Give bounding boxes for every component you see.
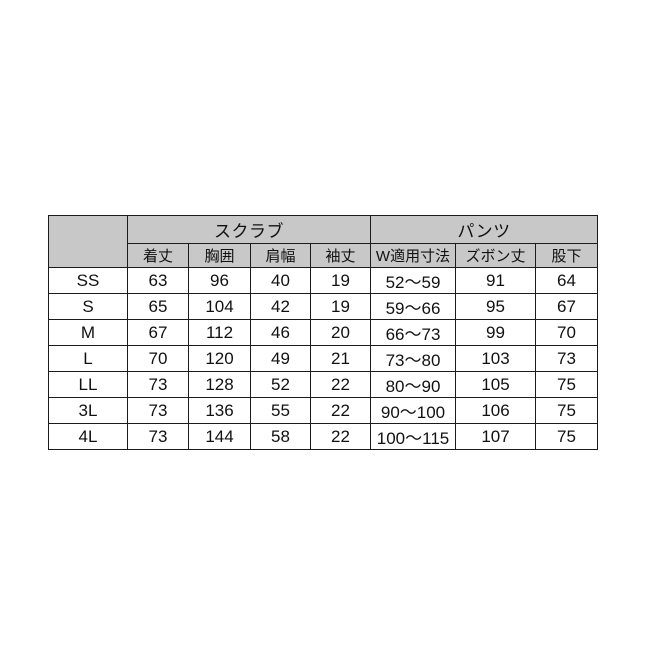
cell-w-sunpou: 90〜100 [370, 397, 456, 424]
cell-matashita: 70 [534, 319, 599, 346]
size-chart-table: スクラブ パンツ 着丈 胸囲 肩幅 袖丈 W適用寸法 ズボン丈 股下 SS 63… [48, 215, 599, 450]
cell-w-sunpou: 100〜115 [370, 423, 456, 450]
cell-w-sunpou: 52〜59 [370, 267, 456, 294]
column-header-katahaba: 肩幅 [250, 243, 311, 268]
cell-kitake: 73 [127, 371, 189, 398]
table-row: 3L 73 136 55 22 90〜100 106 75 [48, 397, 599, 424]
cell-sodetake: 19 [310, 293, 371, 320]
cell-katahaba: 52 [250, 371, 311, 398]
corner-cell [48, 215, 128, 268]
cell-katahaba: 42 [250, 293, 311, 320]
column-header-zubon-take: ズボン丈 [455, 243, 536, 268]
table-row: L 70 120 49 21 73〜80 103 73 [48, 345, 599, 372]
cell-muneibo: 96 [188, 267, 251, 294]
cell-muneibo: 136 [188, 397, 251, 424]
cell-sodetake: 22 [310, 423, 371, 450]
cell-matashita: 67 [534, 293, 599, 320]
size-chart-body: SS 63 96 40 19 52〜59 91 64 S 65 104 42 1… [48, 267, 599, 450]
cell-zubon-take: 103 [455, 345, 536, 372]
size-label: S [48, 293, 128, 320]
cell-kitake: 67 [127, 319, 189, 346]
cell-katahaba: 55 [250, 397, 311, 424]
group-header-pants: パンツ [369, 215, 599, 244]
table-row: 4L 73 144 58 22 100〜115 107 75 [48, 423, 599, 450]
column-header-kitake: 着丈 [127, 243, 189, 268]
column-header-row: 着丈 胸囲 肩幅 袖丈 W適用寸法 ズボン丈 股下 [49, 243, 599, 268]
cell-muneibo: 128 [188, 371, 251, 398]
cell-kitake: 73 [127, 397, 189, 424]
cell-muneibo: 120 [188, 345, 251, 372]
cell-katahaba: 46 [250, 319, 311, 346]
cell-matashita: 75 [534, 423, 599, 450]
cell-kitake: 70 [127, 345, 189, 372]
size-label: 3L [48, 397, 128, 424]
cell-muneibo: 104 [188, 293, 251, 320]
cell-muneibo: 112 [188, 319, 251, 346]
cell-sodetake: 21 [310, 345, 371, 372]
cell-sodetake: 19 [310, 267, 371, 294]
cell-katahaba: 49 [250, 345, 311, 372]
cell-sodetake: 20 [310, 319, 371, 346]
table-row: M 67 112 46 20 66〜73 99 70 [48, 319, 599, 346]
column-header-muneibo: 胸囲 [188, 243, 251, 268]
size-label: M [48, 319, 128, 346]
column-header-matashita: 股下 [534, 243, 599, 268]
table-row: LL 73 128 52 22 80〜90 105 75 [48, 371, 599, 398]
cell-muneibo: 144 [188, 423, 251, 450]
size-chart-container: スクラブ パンツ 着丈 胸囲 肩幅 袖丈 W適用寸法 ズボン丈 股下 SS 63… [48, 215, 599, 450]
size-label: LL [48, 371, 128, 398]
cell-w-sunpou: 59〜66 [370, 293, 456, 320]
cell-zubon-take: 91 [455, 267, 536, 294]
cell-matashita: 64 [534, 267, 599, 294]
size-label: 4L [48, 423, 128, 450]
group-header-scrub: スクラブ [127, 215, 371, 244]
cell-matashita: 75 [534, 397, 599, 424]
cell-kitake: 63 [127, 267, 189, 294]
cell-w-sunpou: 73〜80 [370, 345, 456, 372]
size-chart-header: スクラブ パンツ 着丈 胸囲 肩幅 袖丈 W適用寸法 ズボン丈 股下 [48, 215, 599, 268]
cell-zubon-take: 95 [455, 293, 536, 320]
cell-sodetake: 22 [310, 371, 371, 398]
table-row: S 65 104 42 19 59〜66 95 67 [48, 293, 599, 320]
column-header-sodetake: 袖丈 [310, 243, 371, 268]
table-row: SS 63 96 40 19 52〜59 91 64 [48, 267, 599, 294]
cell-zubon-take: 106 [455, 397, 536, 424]
cell-zubon-take: 99 [455, 319, 536, 346]
cell-sodetake: 22 [310, 397, 371, 424]
cell-kitake: 73 [127, 423, 189, 450]
cell-w-sunpou: 66〜73 [370, 319, 456, 346]
cell-zubon-take: 107 [455, 423, 536, 450]
cell-katahaba: 58 [250, 423, 311, 450]
cell-zubon-take: 105 [455, 371, 536, 398]
size-label: SS [48, 267, 128, 294]
cell-w-sunpou: 80〜90 [370, 371, 456, 398]
cell-matashita: 73 [534, 345, 599, 372]
cell-katahaba: 40 [250, 267, 311, 294]
cell-matashita: 75 [534, 371, 599, 398]
column-header-w-sunpou: W適用寸法 [370, 243, 456, 268]
cell-kitake: 65 [127, 293, 189, 320]
group-header-row: スクラブ パンツ [48, 215, 599, 268]
size-label: L [48, 345, 128, 372]
